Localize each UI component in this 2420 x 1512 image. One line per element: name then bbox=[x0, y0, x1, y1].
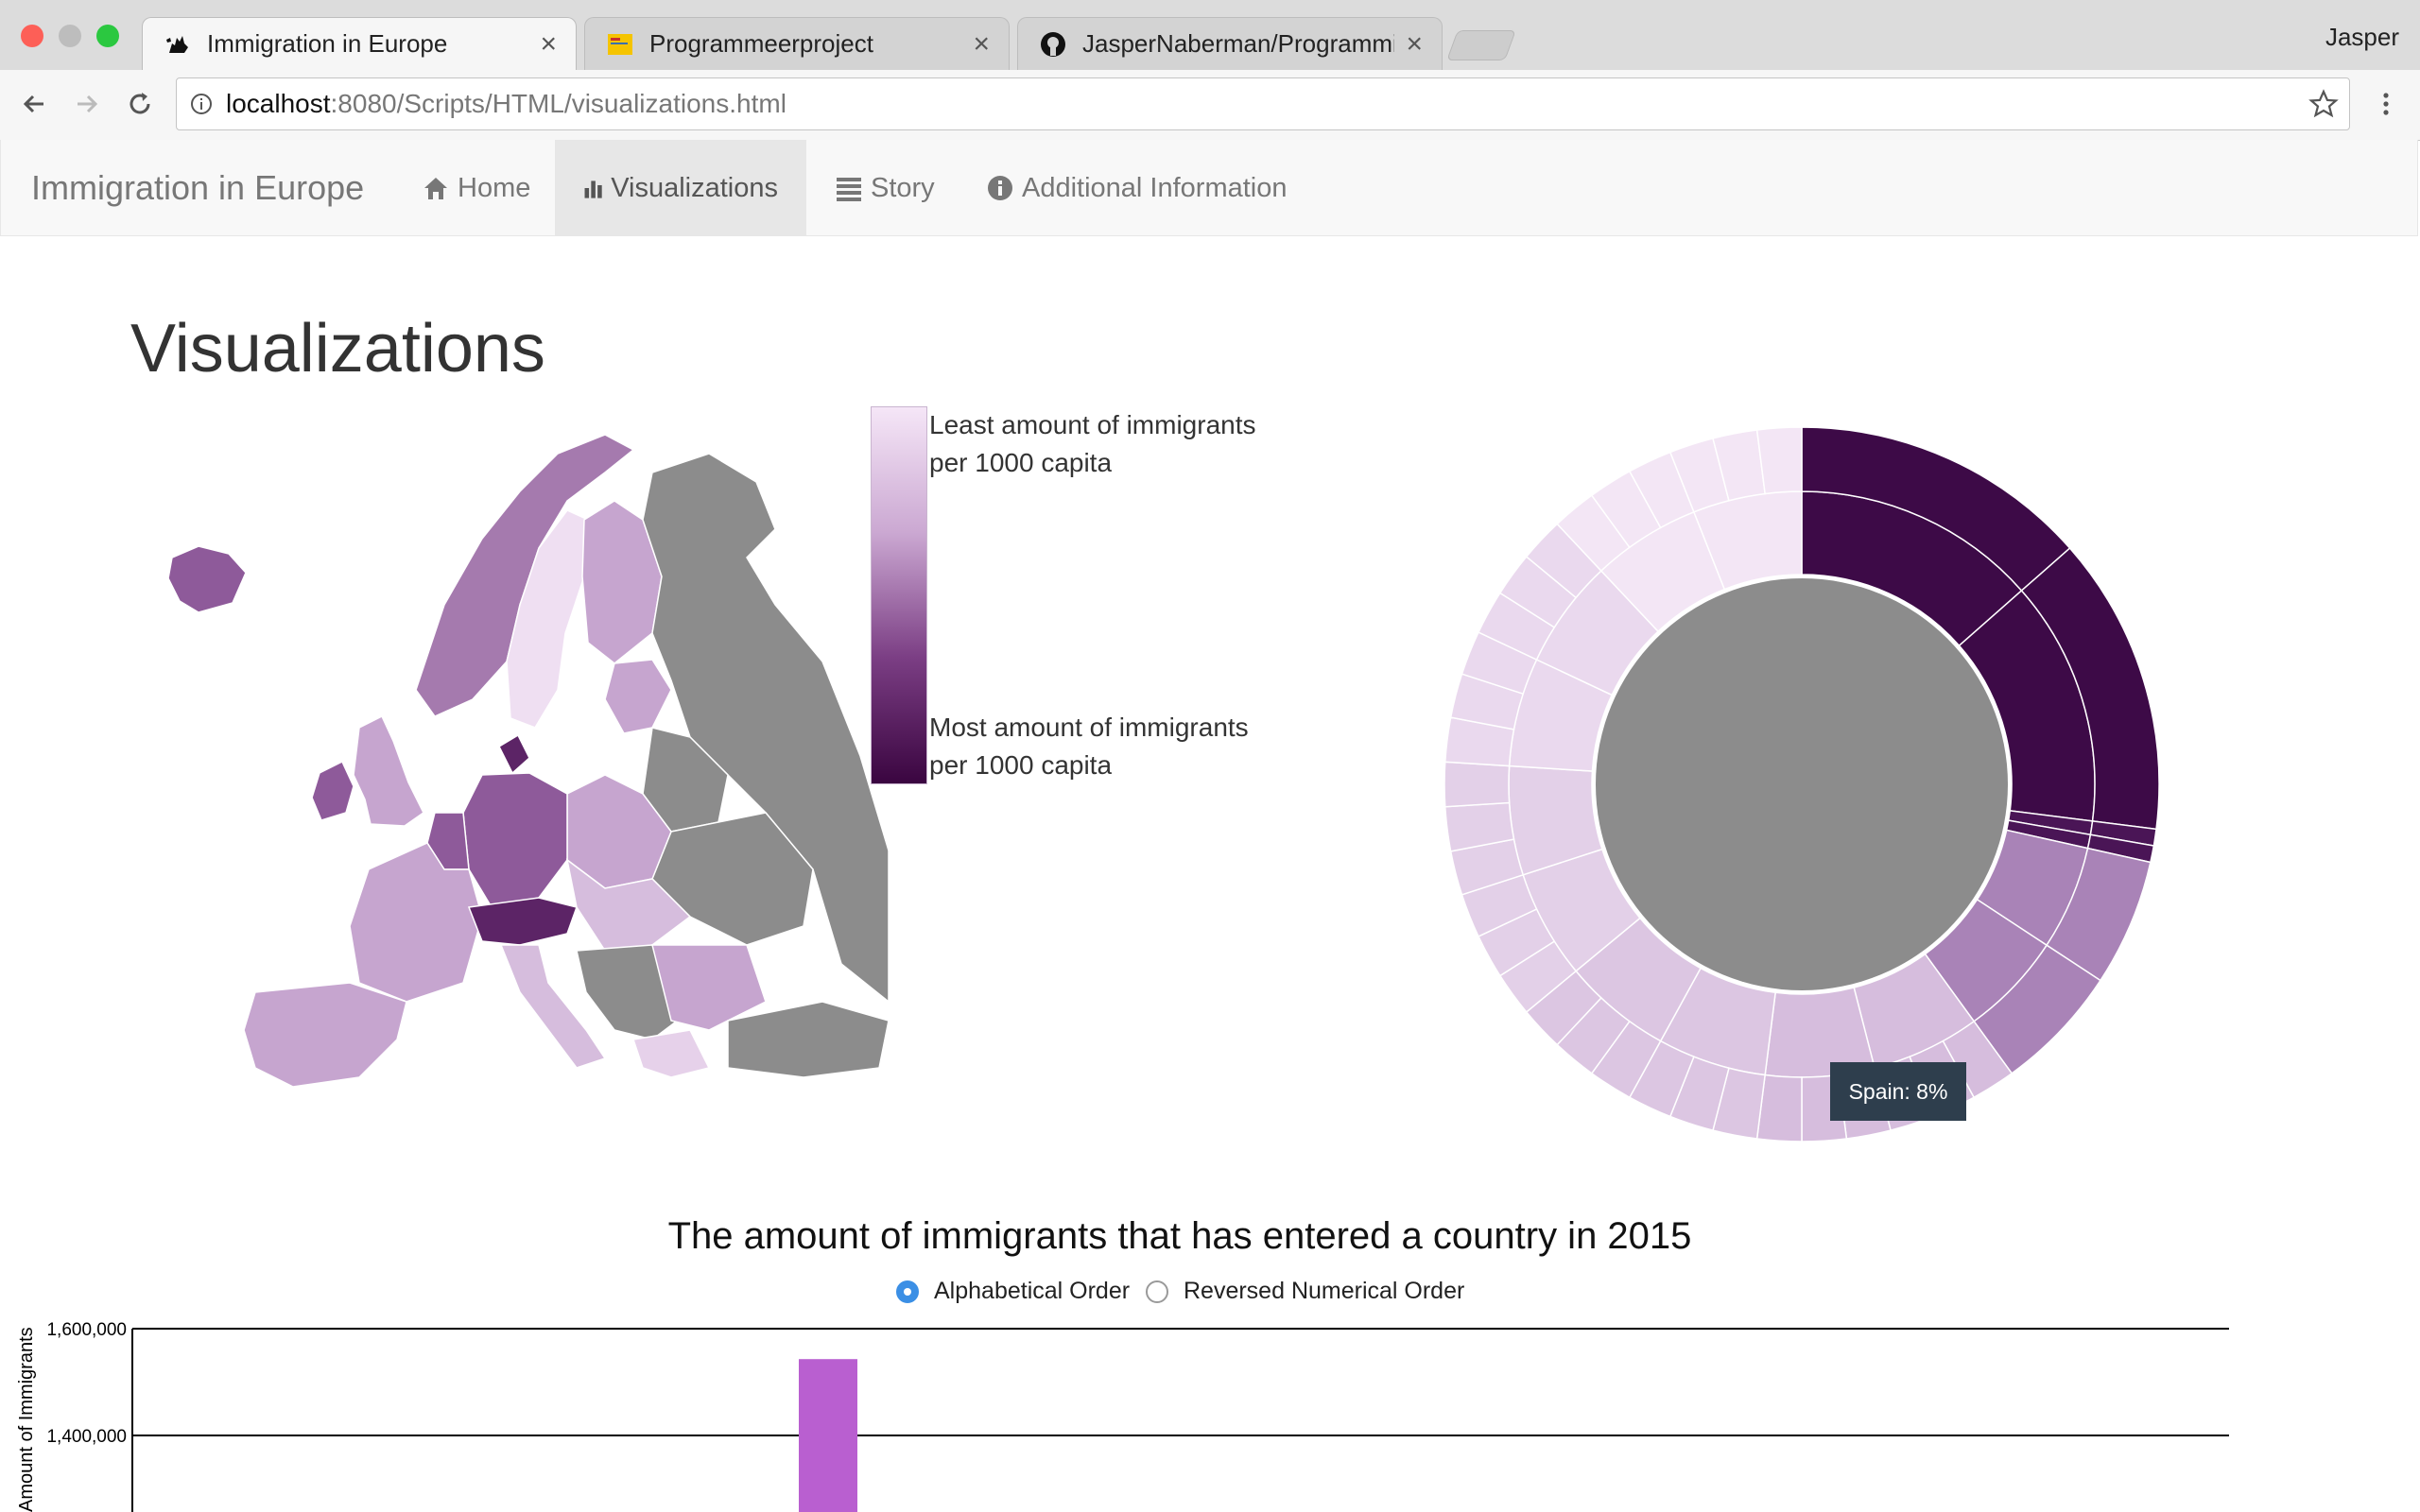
forward-arrow-icon[interactable] bbox=[64, 81, 110, 127]
nav-home[interactable]: Home bbox=[393, 140, 559, 236]
map-country-switzerland-austria[interactable] bbox=[467, 897, 578, 946]
map-country-greece[interactable] bbox=[632, 1029, 711, 1078]
info-circle-icon bbox=[988, 176, 1012, 200]
nav-visualizations[interactable]: Visualizations bbox=[555, 140, 806, 236]
sunburst-slice[interactable] bbox=[1443, 761, 1511, 808]
tab-title: Programmeerproject bbox=[649, 29, 873, 58]
profile-name[interactable]: Jasper bbox=[2325, 23, 2399, 51]
home-icon bbox=[424, 178, 447, 199]
immigrants-bar-chart: 1,400,000 1,600,000 Amount of Immigrants bbox=[16, 1320, 2229, 1512]
close-icon[interactable]: × bbox=[973, 27, 990, 60]
sort-reversed-radio[interactable] bbox=[1146, 1280, 1168, 1303]
map-country-spain-portugal[interactable] bbox=[243, 982, 407, 1088]
browser-tab-immigration[interactable]: Immigration in Europe × bbox=[142, 17, 577, 70]
map-country-turkey[interactable] bbox=[727, 1001, 890, 1078]
sunburst-slice[interactable] bbox=[1755, 426, 1803, 495]
map-country-italy[interactable] bbox=[499, 944, 607, 1069]
page-title: Visualizations bbox=[130, 311, 545, 387]
list-icon bbox=[837, 178, 861, 201]
sunburst-center[interactable] bbox=[1596, 578, 2008, 990]
folder-favicon-icon bbox=[608, 33, 632, 55]
nav-story-label: Story bbox=[871, 172, 935, 203]
map-country-norway[interactable] bbox=[415, 434, 635, 717]
map-country-denmark[interactable] bbox=[498, 733, 530, 775]
y-tick-label: 1,400,000 bbox=[46, 1427, 127, 1447]
bar-chart-icon bbox=[584, 180, 602, 198]
close-window-button[interactable] bbox=[21, 25, 43, 47]
map-country-czech-hungary[interactable] bbox=[565, 858, 692, 952]
tab-title: Immigration in Europe bbox=[207, 29, 448, 58]
map-country-iceland[interactable] bbox=[167, 545, 247, 613]
nav-story[interactable]: Story bbox=[806, 140, 963, 236]
browser-tab-github[interactable]: JasperNaberman/Programming × bbox=[1017, 17, 1443, 70]
maximize-window-button[interactable] bbox=[96, 25, 119, 47]
sort-reversed-option[interactable]: Reversed Numerical Order bbox=[1146, 1278, 1464, 1305]
sunburst-tooltip: Spain: 8% bbox=[1830, 1062, 1966, 1121]
map-country-germany[interactable] bbox=[462, 772, 568, 908]
map-country-russia[interactable] bbox=[642, 453, 890, 1004]
bar-gridlines: 1,400,000 1,600,000 bbox=[46, 1320, 2229, 1447]
browser-tab-strip: Immigration in Europe × Programmeerproje… bbox=[0, 0, 2420, 70]
new-tab-button[interactable] bbox=[1446, 30, 1516, 60]
info-icon[interactable] bbox=[190, 93, 213, 115]
y-tick-label: 1,600,000 bbox=[46, 1320, 127, 1340]
navbar-brand[interactable]: Immigration in Europe bbox=[31, 168, 365, 207]
github-icon bbox=[1041, 31, 1065, 57]
nav-visualizations-label: Visualizations bbox=[611, 172, 778, 203]
y-axis-label: Amount of Immigrants bbox=[16, 1327, 37, 1512]
site-navbar: Immigration in Europe Home Visualization… bbox=[0, 140, 2418, 236]
europe-map-favicon-icon bbox=[166, 35, 188, 53]
bar-marks[interactable] bbox=[799, 1359, 857, 1512]
address-bar[interactable]: localhost:8080/Scripts/HTML/visualizatio… bbox=[176, 77, 2350, 130]
nav-additional-information[interactable]: Additional Information bbox=[958, 140, 1316, 236]
map-color-legend bbox=[871, 406, 927, 784]
sort-alphabetical-label: Alphabetical Order bbox=[934, 1278, 1131, 1304]
browser-toolbar: localhost:8080/Scripts/HTML/visualizatio… bbox=[0, 70, 2420, 141]
sort-alphabetical-radio[interactable] bbox=[896, 1280, 919, 1303]
browser-tab-programmeerproject[interactable]: Programmeerproject × bbox=[584, 17, 1010, 70]
tab-title: JasperNaberman/Programming bbox=[1082, 29, 1395, 58]
menu-dots-icon[interactable] bbox=[2363, 81, 2409, 127]
map-country-ireland[interactable] bbox=[311, 760, 354, 821]
nav-home-label: Home bbox=[458, 172, 531, 203]
star-icon[interactable] bbox=[2301, 81, 2346, 127]
sort-alphabetical-option[interactable]: Alphabetical Order bbox=[896, 1278, 1130, 1305]
close-icon[interactable]: × bbox=[540, 27, 557, 60]
map-country-baltics[interactable] bbox=[604, 659, 672, 734]
map-country-romania-bulgaria[interactable] bbox=[651, 944, 767, 1031]
legend-most-label: Most amount of immigrants per 1000 capita bbox=[929, 713, 1249, 780]
map-country-france[interactable] bbox=[349, 842, 483, 1003]
reload-icon[interactable] bbox=[117, 81, 163, 127]
close-icon[interactable]: × bbox=[1406, 27, 1423, 60]
sort-reversed-label: Reversed Numerical Order bbox=[1184, 1278, 1465, 1304]
immigration-sunburst-chart[interactable] bbox=[1418, 406, 2193, 1162]
back-arrow-icon[interactable] bbox=[11, 81, 57, 127]
nav-additional-information-label: Additional Information bbox=[1022, 172, 1288, 203]
bar[interactable] bbox=[799, 1359, 857, 1512]
europe-choropleth-map[interactable] bbox=[161, 416, 898, 1096]
legend-least-label: Least amount of immigrants per 1000 capit… bbox=[929, 410, 1256, 477]
map-country-uk[interactable] bbox=[353, 714, 424, 827]
minimize-window-button[interactable] bbox=[59, 25, 81, 47]
bar-chart-title: The amount of immigrants that has entere… bbox=[667, 1215, 1692, 1257]
url-text: localhost:8080/Scripts/HTML/visualizatio… bbox=[226, 89, 786, 118]
